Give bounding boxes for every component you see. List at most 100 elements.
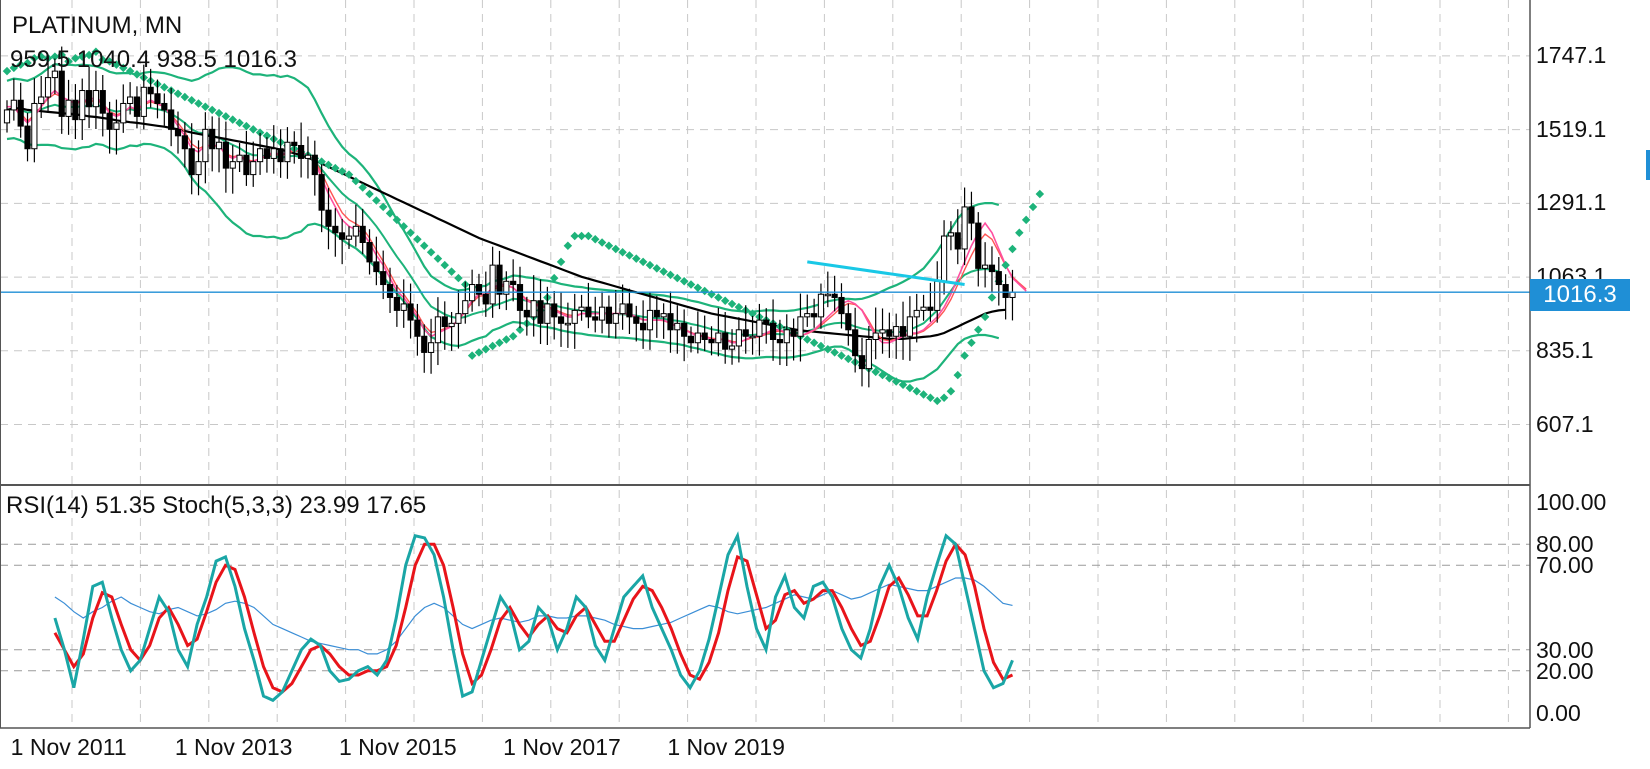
candle-body [386, 284, 394, 298]
candle-body [516, 284, 524, 311]
candle [243, 130, 250, 186]
candle-body [920, 306, 927, 311]
candle-body [72, 99, 79, 121]
price-tick-label: 1291.1 [1536, 189, 1607, 216]
candle-body [598, 306, 606, 321]
candle-body [174, 128, 182, 137]
sar-dot [84, 50, 94, 60]
candle-body [434, 316, 442, 344]
candle [147, 68, 154, 108]
sar-dot [30, 53, 39, 63]
candle [434, 297, 442, 366]
candle-body [304, 154, 312, 159]
sar-dot [823, 344, 833, 354]
oscillator-tick-label: 0.00 [1536, 700, 1581, 726]
sar-dot [885, 374, 894, 383]
sar-dot [679, 277, 689, 286]
candle [728, 329, 736, 365]
sar-dot [652, 264, 662, 273]
candle-body [414, 319, 421, 337]
candle [284, 127, 291, 179]
candle-body [291, 141, 298, 146]
sar-dot [372, 196, 381, 205]
candle-body [250, 161, 257, 176]
sar-dot [502, 335, 511, 344]
candle-body [270, 148, 277, 159]
candle-body [776, 339, 784, 344]
price-tick-label: 607.1 [1536, 410, 1594, 437]
candle-body [229, 161, 236, 169]
candle [735, 317, 742, 363]
candle [202, 112, 209, 184]
sar-dot [132, 70, 142, 79]
sar-dot [488, 341, 497, 351]
candle-body [209, 128, 216, 150]
candle [332, 208, 339, 257]
sar-dot [324, 160, 333, 170]
candle [277, 129, 284, 178]
candle [386, 267, 394, 313]
candle [44, 60, 52, 113]
candle-body [975, 222, 982, 269]
stoch-main-line [53, 531, 1014, 703]
sar-dot [36, 52, 46, 61]
trend-line[interactable] [0, 260, 1530, 293]
candle [687, 326, 695, 353]
candle [414, 303, 421, 356]
candle-body [633, 316, 640, 324]
candle [366, 229, 373, 275]
candle-body [838, 296, 845, 315]
candle-body [797, 316, 804, 337]
candle [660, 303, 667, 339]
candle-body [31, 102, 38, 150]
candle-body [373, 261, 380, 273]
candle-body [783, 329, 790, 344]
date-tick-label: 1 Nov 2011 [10, 734, 127, 760]
candle [65, 79, 72, 135]
candle [797, 293, 804, 362]
candle-body [284, 141, 291, 163]
candle-body [263, 148, 271, 159]
candle-body [510, 280, 517, 286]
candle-body [544, 303, 551, 324]
candle-body [715, 332, 722, 344]
sar-dot [980, 312, 990, 322]
sar-dot [556, 257, 566, 267]
sar-dot [659, 267, 668, 276]
candle-body [742, 329, 749, 337]
candle-body [44, 77, 52, 98]
candle [653, 295, 660, 338]
candle [879, 308, 886, 354]
candle [838, 283, 845, 329]
candle [592, 296, 599, 333]
candle-body [551, 303, 558, 318]
sar-dot [419, 241, 429, 250]
sar-dot [16, 60, 25, 69]
candle-body [858, 355, 866, 370]
candle [783, 314, 790, 367]
candle-body [325, 209, 332, 227]
sar-dot [91, 47, 101, 56]
candle [530, 275, 537, 337]
candle [612, 290, 619, 339]
candle [79, 78, 86, 141]
candle-body [140, 86, 147, 117]
cyan-trend-line [807, 260, 965, 287]
sar-dot [173, 89, 183, 99]
candle [174, 111, 182, 154]
candle-body [427, 342, 435, 353]
scroll-indicator [1646, 150, 1650, 180]
symbol-title: PLATINUM, MN [12, 12, 183, 39]
candle [113, 99, 120, 155]
candle [311, 140, 318, 196]
candle [209, 116, 216, 172]
parabolic-sar [2, 47, 1045, 406]
sar-dot [693, 283, 703, 293]
sar-dot [734, 302, 744, 312]
candle-body [674, 322, 681, 331]
candle [236, 142, 243, 173]
candle-body [339, 232, 346, 240]
candle-body [571, 309, 578, 324]
candle-body [475, 284, 483, 295]
